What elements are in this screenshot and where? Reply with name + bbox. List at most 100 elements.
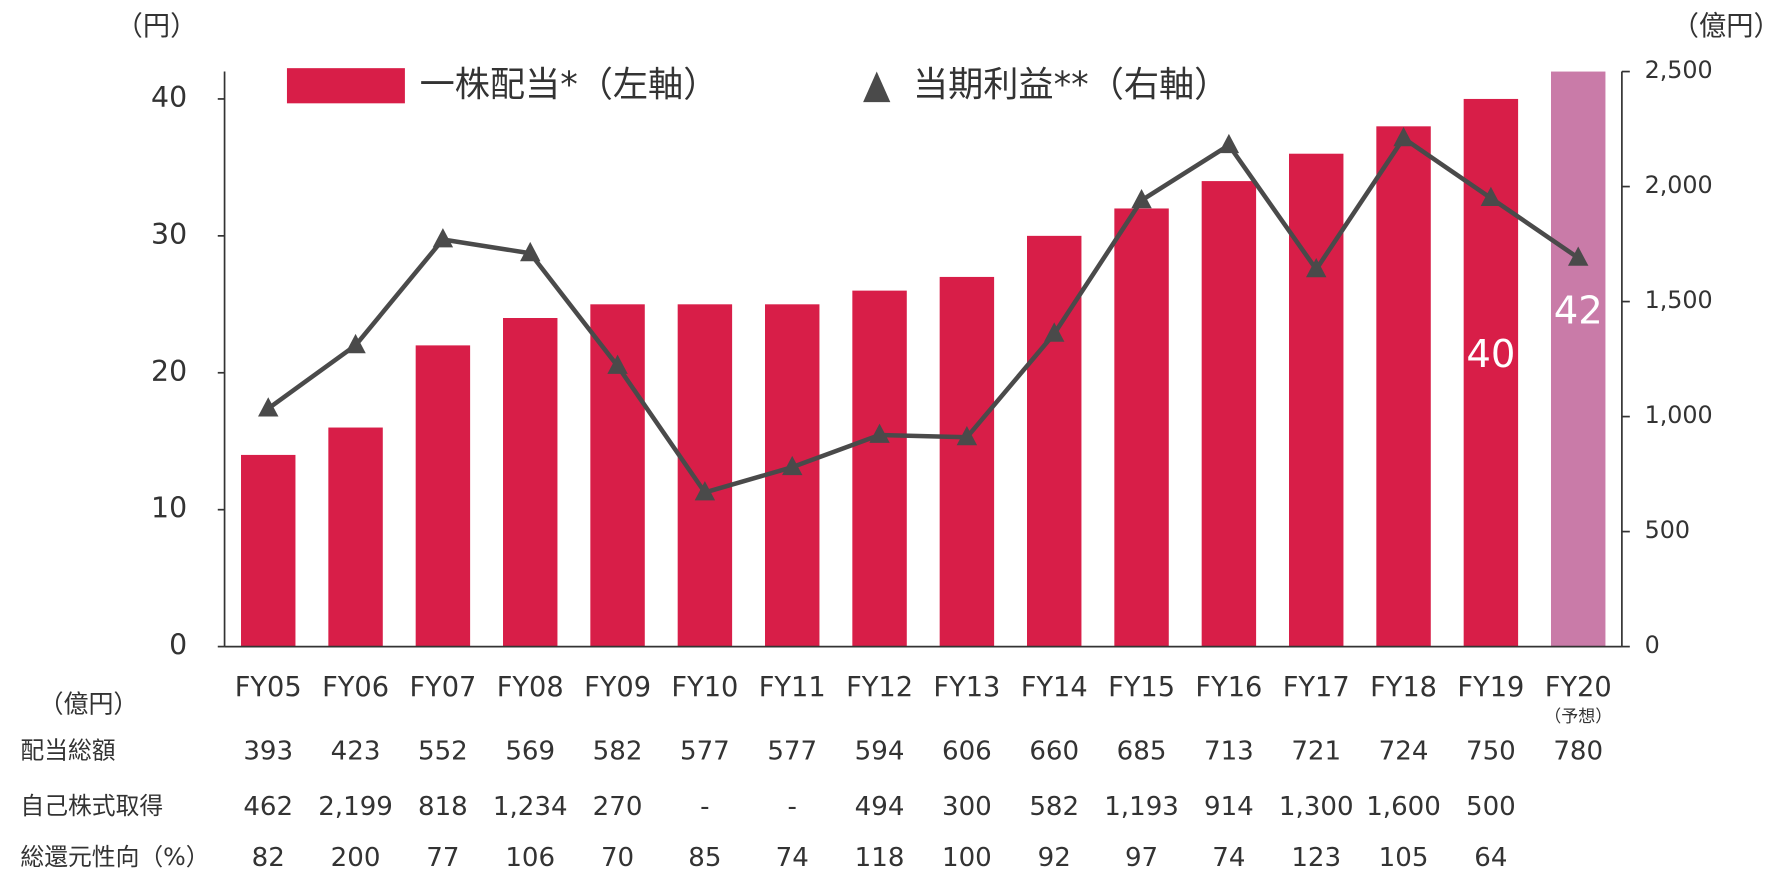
line-marker — [1306, 258, 1327, 278]
x-tick-label: FY14 — [1021, 672, 1088, 703]
bar — [677, 304, 733, 647]
table-cell: 552 — [418, 737, 468, 767]
bar — [503, 318, 558, 647]
y2-tick-label: 500 — [1645, 516, 1690, 544]
line-marker — [956, 425, 978, 446]
x-tick-label: FY11 — [759, 672, 826, 703]
table-cell: - — [788, 792, 797, 822]
bar — [939, 276, 995, 647]
line-marker — [432, 228, 454, 248]
table-cell: 594 — [855, 737, 905, 767]
table-unit: （億円） — [39, 690, 139, 719]
bar — [328, 427, 383, 647]
bar — [1114, 208, 1169, 647]
x-tick-label: FY10 — [671, 672, 738, 703]
x-tick-label: FY17 — [1283, 672, 1350, 703]
table-cell: 724 — [1379, 737, 1429, 767]
table-cell: 97 — [1125, 843, 1158, 869]
table-cell: 423 — [331, 737, 381, 767]
bar — [415, 345, 471, 647]
line-marker — [1393, 126, 1414, 147]
line-marker — [1568, 246, 1589, 266]
table-cell: 70 — [601, 843, 634, 869]
y-tick-label: 0 — [169, 629, 187, 662]
legend-label: 当期利益**（右軸） — [913, 64, 1229, 105]
x-tick-label: FY16 — [1195, 672, 1262, 703]
table-cell: 106 — [505, 843, 555, 869]
y-tick-label: 20 — [151, 355, 187, 388]
y2-tick-label: 2,000 — [1645, 171, 1713, 199]
line-marker — [345, 333, 366, 354]
table-cell: 582 — [593, 737, 643, 767]
bar — [1376, 126, 1431, 647]
table-row-label: 自己株式取得 — [20, 792, 163, 820]
table-cell: 118 — [855, 843, 905, 869]
table-cell: 818 — [418, 792, 468, 822]
x-tick-label: FY13 — [933, 672, 1000, 703]
x-tick-label: FY15 — [1108, 672, 1175, 703]
table-cell: 685 — [1117, 737, 1167, 767]
y2-tick-label: 1,500 — [1645, 286, 1713, 314]
y-tick-label: 10 — [151, 492, 187, 525]
bar — [852, 290, 907, 647]
table-row-label: 総還元性向（%） — [20, 843, 209, 869]
table-cell: 462 — [243, 792, 293, 822]
line-marker — [1480, 186, 1502, 207]
x-tick-label: FY12 — [846, 672, 913, 703]
table-cell: 74 — [1212, 843, 1245, 869]
table-cell: 74 — [776, 843, 809, 869]
table-cell: 270 — [593, 792, 643, 822]
table-cell: 500 — [1466, 792, 1516, 822]
table-cell: 105 — [1379, 843, 1429, 869]
x-tick-label: FY19 — [1457, 672, 1524, 703]
table-cell: 713 — [1204, 737, 1254, 767]
y-tick-label: 30 — [151, 218, 187, 251]
table-cell: 92 — [1038, 843, 1071, 869]
line-marker — [782, 455, 803, 476]
x-tick-label: FY08 — [497, 672, 564, 703]
legend-swatch — [286, 68, 405, 104]
line-marker — [1044, 322, 1065, 342]
line-marker — [1218, 133, 1240, 154]
table-row-label: 配当総額 — [20, 737, 115, 765]
table-cell: 780 — [1553, 737, 1603, 767]
line-marker — [1131, 189, 1152, 209]
table-cell: 577 — [767, 737, 817, 767]
table-cell: 1,234 — [493, 792, 568, 822]
bar — [241, 454, 296, 647]
table-cell: 64 — [1474, 843, 1507, 869]
table-cell: 577 — [680, 737, 730, 767]
table-cell: 123 — [1291, 843, 1341, 869]
table-cell: 914 — [1204, 792, 1254, 822]
line-marker — [258, 397, 279, 417]
table-cell: 85 — [688, 843, 721, 869]
line-marker — [520, 241, 541, 262]
right-axis-unit: （億円） — [1672, 11, 1775, 42]
x-tick-label: FY18 — [1370, 672, 1437, 703]
x-tick-label: FY20 — [1545, 672, 1612, 703]
table-cell: 1,193 — [1104, 792, 1179, 822]
table-cell: 569 — [505, 737, 555, 767]
bar — [1027, 235, 1082, 647]
y2-tick-label: 0 — [1645, 631, 1660, 659]
y-tick-label: 40 — [151, 81, 187, 114]
left-axis-unit: （円） — [116, 11, 198, 42]
line — [266, 135, 1580, 495]
table-cell: 2,199 — [318, 792, 393, 822]
table-cell: 82 — [252, 843, 285, 869]
table-cell: 750 — [1466, 737, 1516, 767]
table-cell: 606 — [942, 737, 992, 767]
table-cell: 393 — [243, 737, 293, 767]
table-cell: - — [700, 792, 709, 822]
table-cell: 1,600 — [1366, 792, 1441, 822]
table-cell: 77 — [426, 843, 459, 869]
bar-value-label: 40 — [1466, 332, 1515, 377]
legend-marker — [863, 71, 891, 103]
bar — [1289, 153, 1344, 647]
bar — [765, 304, 820, 647]
table-cell: 660 — [1029, 737, 1079, 767]
table-cell: 200 — [331, 843, 381, 869]
bar — [1201, 181, 1257, 647]
table-cell: 300 — [942, 792, 992, 822]
x-tick-label: FY09 — [584, 672, 651, 703]
